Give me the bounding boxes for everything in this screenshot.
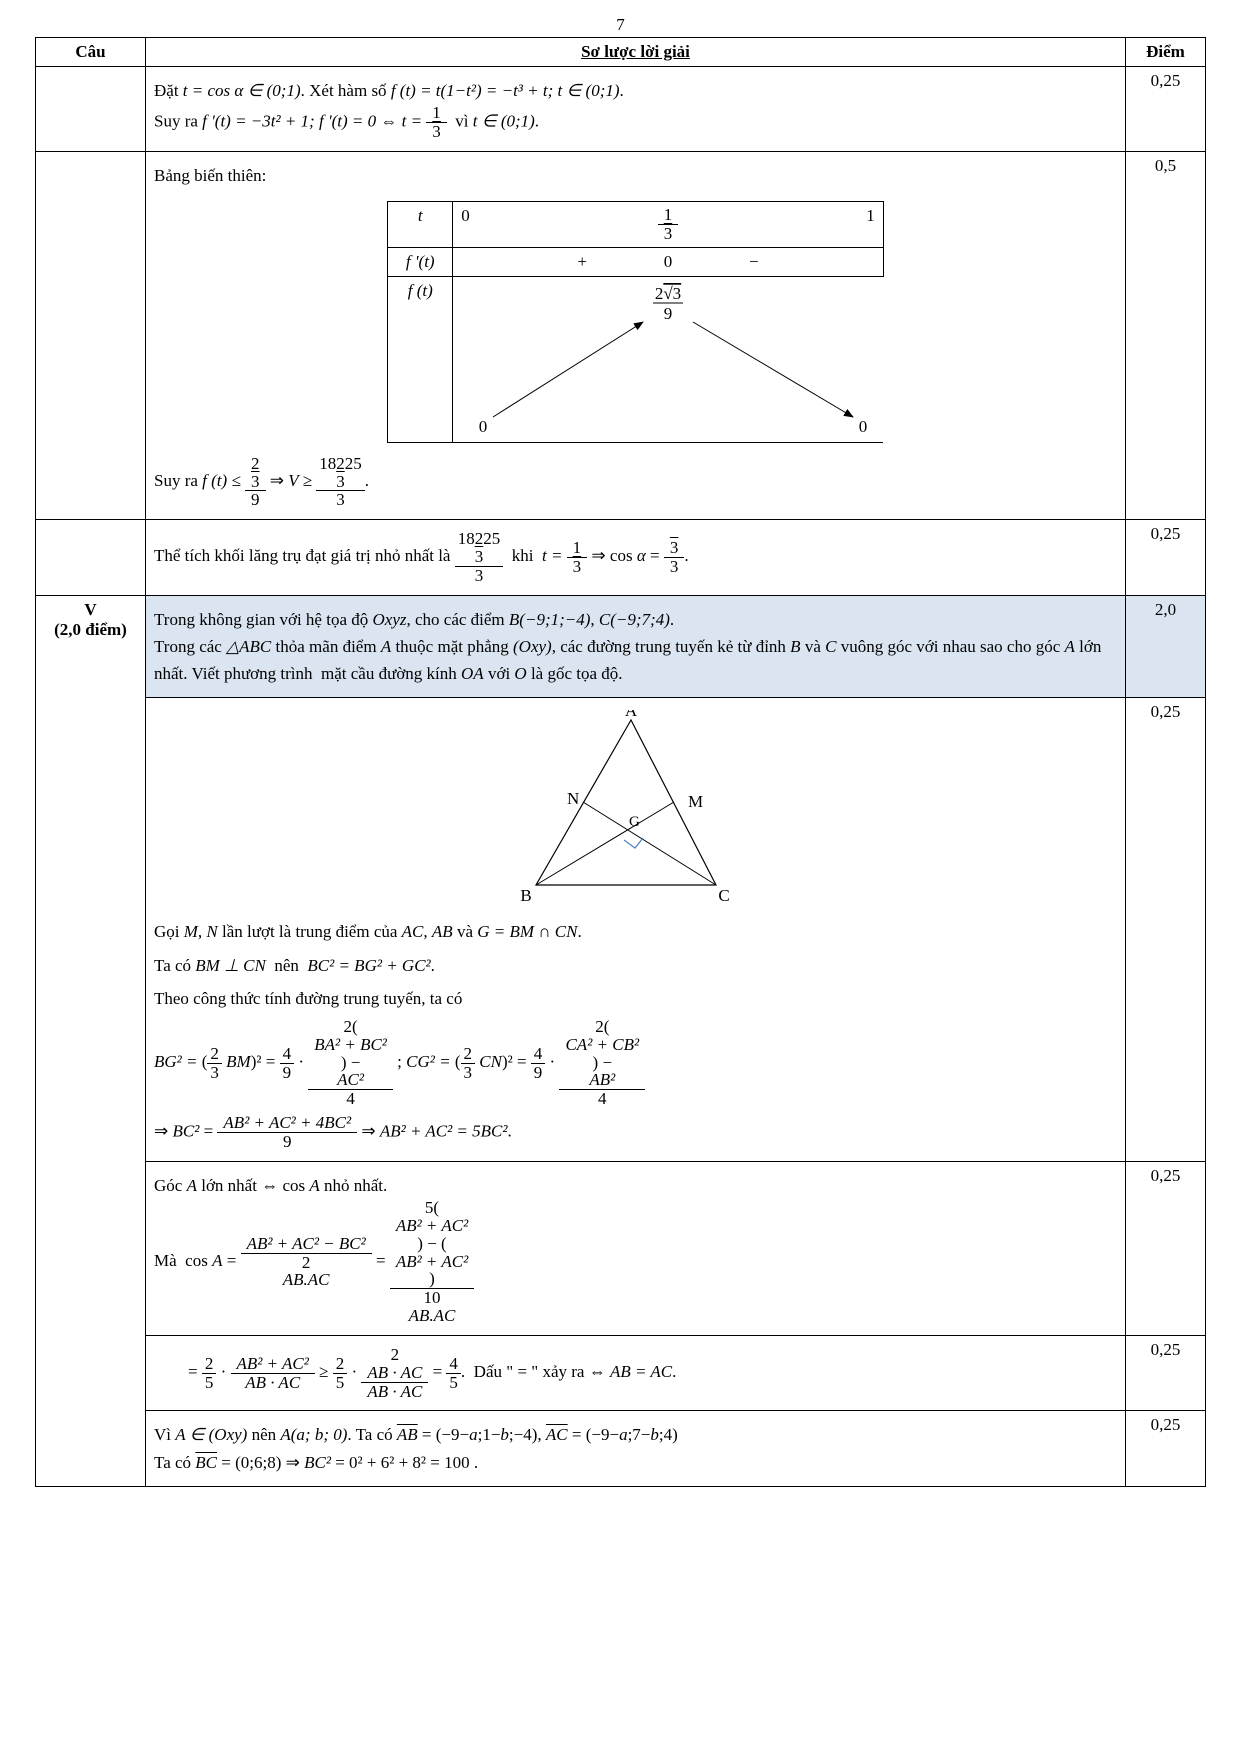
solution-cell: = 25 · AB² + AC²AB · AC ≥ 25 · 2AB · ACA… xyxy=(146,1335,1126,1411)
svg-text:G: G xyxy=(629,814,640,830)
score-cell: 0,25 xyxy=(1126,1411,1206,1486)
cau-empty xyxy=(36,151,146,519)
solution-table: Câu Sơ lược lời giải Điểm Đặt t = cos α … xyxy=(35,37,1206,1487)
table-row: A B C M N G Gọi M, N lần lượt là trung đ… xyxy=(36,698,1206,1161)
table-row: Vì A ∈ (Oxy) nên A(a; b; 0). Ta có AB = … xyxy=(36,1411,1206,1486)
solution-cell: Vì A ∈ (Oxy) nên A(a; b; 0). Ta có AB = … xyxy=(146,1411,1126,1486)
table-row: Đặt t = cos α ∈ (0;1). Xét hàm số f (t) … xyxy=(36,67,1206,152)
table-row: Góc A lớn nhất ⇔ cos A nhỏ nhất.Mà cos A… xyxy=(36,1161,1206,1335)
page-number: 7 xyxy=(35,15,1206,35)
cau-label-cell: V(2,0 điểm) xyxy=(36,595,146,1486)
svg-text:N: N xyxy=(567,789,579,808)
cau-empty xyxy=(36,67,146,152)
score-cell: 0,25 xyxy=(1126,1335,1206,1411)
svg-text:2√3: 2√3 xyxy=(655,284,681,303)
solution-cell: A B C M N G Gọi M, N lần lượt là trung đ… xyxy=(146,698,1126,1161)
svg-text:M: M xyxy=(688,792,703,811)
score-cell: 2,0 xyxy=(1126,595,1206,698)
variation-arrows: 2√3 9 0 0 xyxy=(453,277,883,437)
table-row: Bảng biến thiên:t0131f '(t)+0−f (t) 2√3 … xyxy=(36,151,1206,519)
svg-text:C: C xyxy=(718,886,729,905)
score-cell: 0,25 xyxy=(1126,1161,1206,1335)
solution-cell: Thể tích khối lăng trụ đạt giá trị nhỏ n… xyxy=(146,520,1126,596)
svg-text:A: A xyxy=(624,710,637,720)
solution-cell: Bảng biến thiên:t0131f '(t)+0−f (t) 2√3 … xyxy=(146,151,1126,519)
score-cell: 0,5 xyxy=(1126,151,1206,519)
svg-text:B: B xyxy=(520,886,531,905)
col-cau: Câu xyxy=(36,38,146,67)
solution-cell: Góc A lớn nhất ⇔ cos A nhỏ nhất.Mà cos A… xyxy=(146,1161,1126,1335)
score-cell: 0,25 xyxy=(1126,520,1206,596)
table-row: V(2,0 điểm)Trong không gian với hệ tọa đ… xyxy=(36,595,1206,698)
svg-text:9: 9 xyxy=(664,304,673,323)
table-header-row: Câu Sơ lược lời giải Điểm xyxy=(36,38,1206,67)
col-sol: Sơ lược lời giải xyxy=(146,38,1126,67)
table-row: Thể tích khối lăng trụ đạt giá trị nhỏ n… xyxy=(36,520,1206,596)
score-cell: 0,25 xyxy=(1126,698,1206,1161)
variation-table: t0131f '(t)+0−f (t) 2√3 9 0 0 xyxy=(387,201,884,443)
table-row: = 25 · AB² + AC²AB · AC ≥ 25 · 2AB · ACA… xyxy=(36,1335,1206,1411)
document-page: 7 Câu Sơ lược lời giải Điểm Đặt t = cos … xyxy=(0,0,1241,1517)
solution-cell: Đặt t = cos α ∈ (0;1). Xét hàm số f (t) … xyxy=(146,67,1126,152)
svg-text:0: 0 xyxy=(859,417,868,436)
triangle-figure: A B C M N G xyxy=(516,710,756,910)
score-cell: 0,25 xyxy=(1126,67,1206,152)
svg-text:0: 0 xyxy=(479,417,488,436)
cau-empty xyxy=(36,520,146,596)
col-diem: Điểm xyxy=(1126,38,1206,67)
solution-cell: Trong không gian với hệ tọa độ Oxyz, cho… xyxy=(146,595,1126,698)
